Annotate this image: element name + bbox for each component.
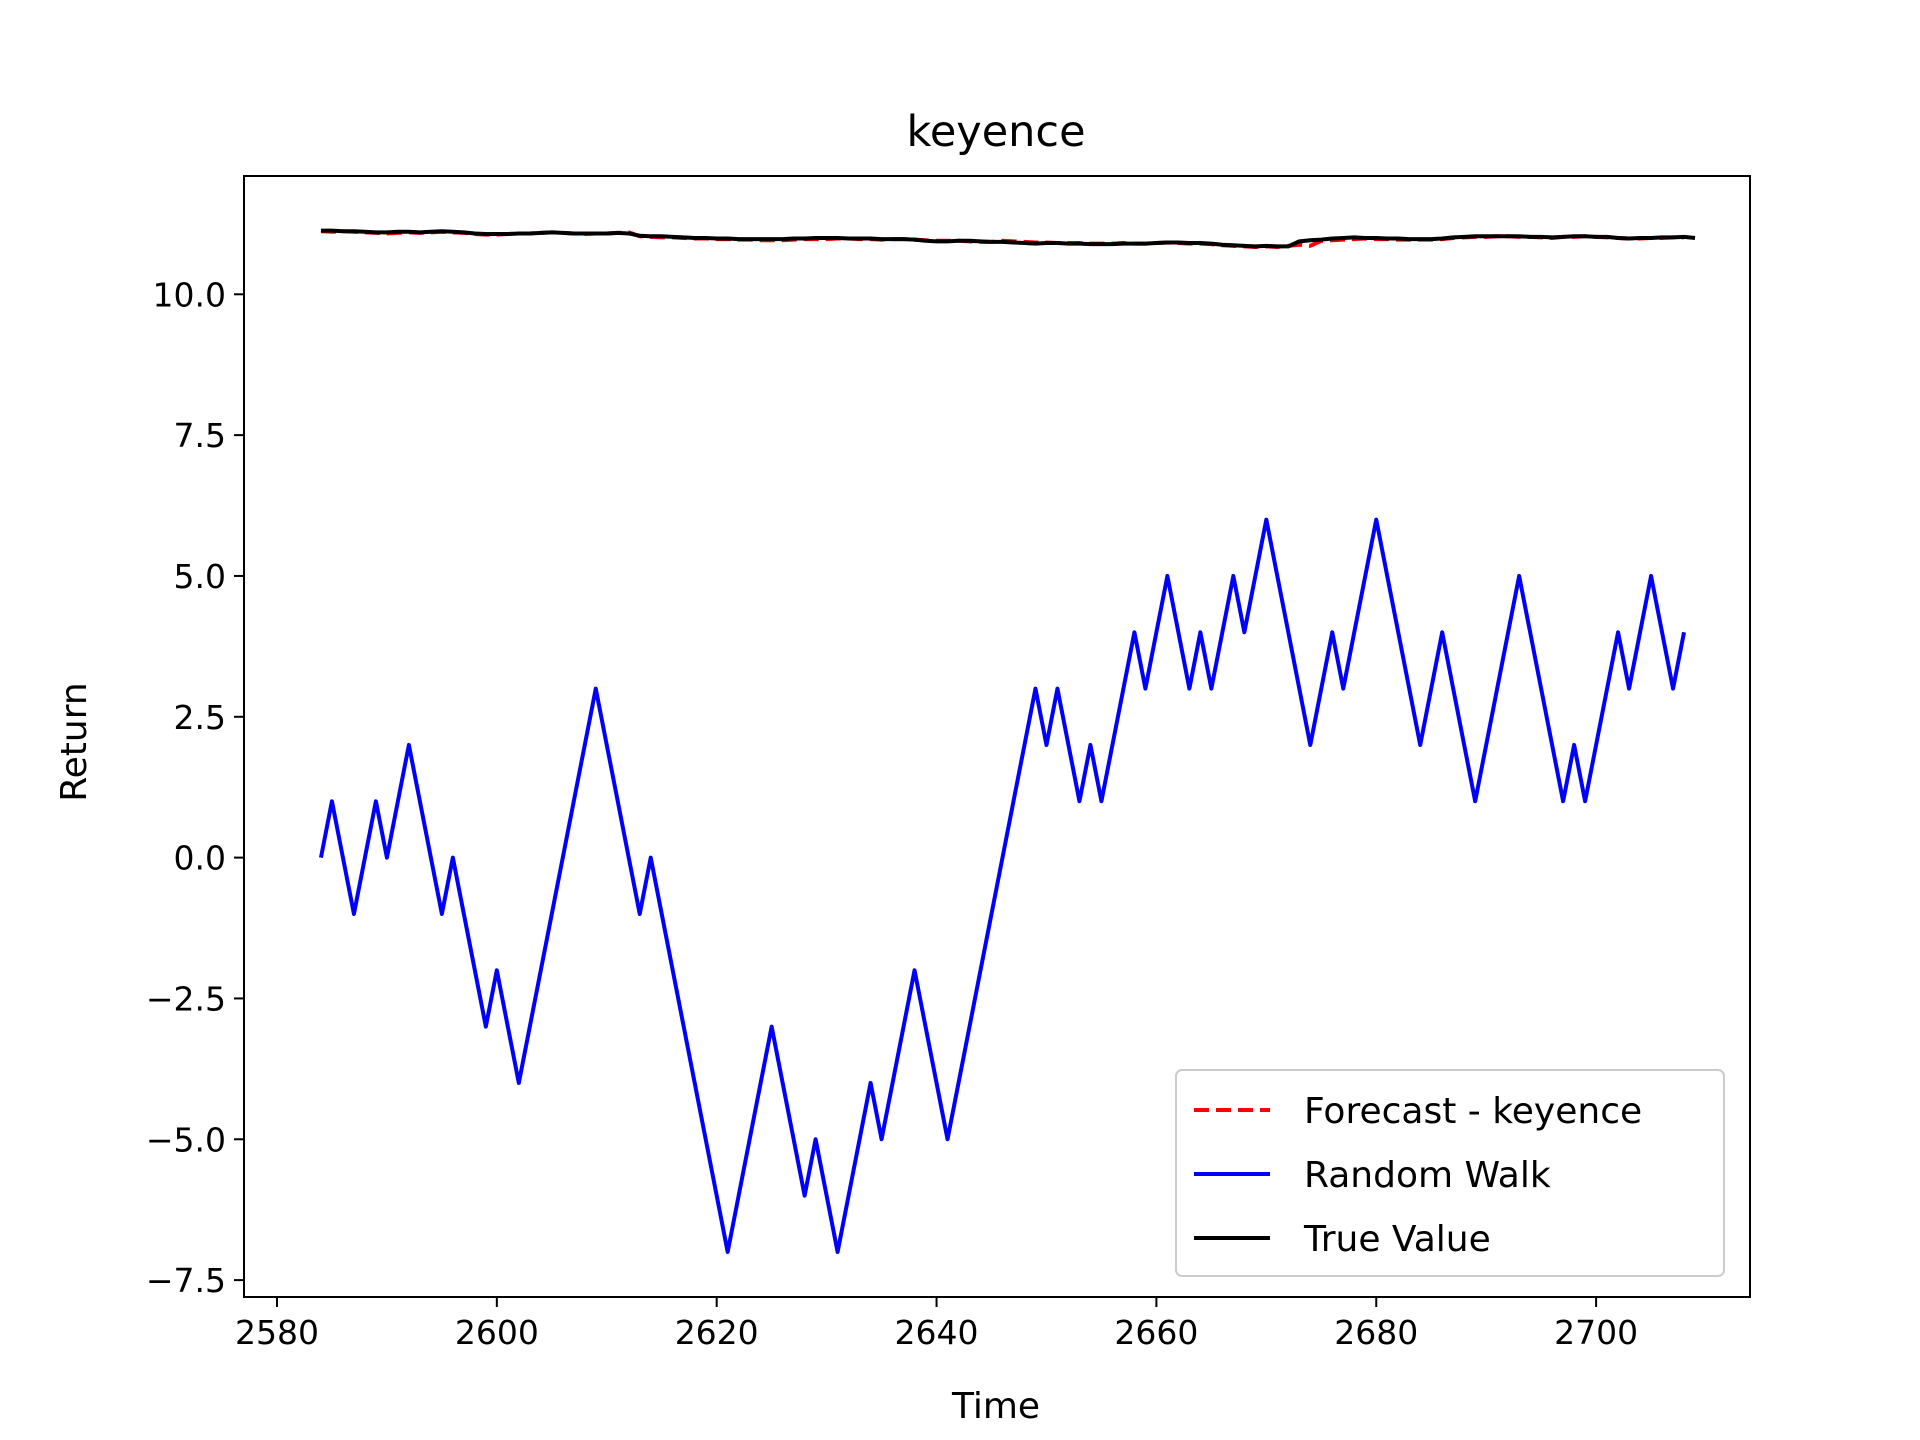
x-tick-label: 2640 (895, 1313, 979, 1352)
x-tick-label: 2600 (455, 1313, 539, 1352)
x-axis: 2580 2600 2620 2640 2660 2680 2700 (235, 1297, 1638, 1352)
legend-label: True Value (1303, 1219, 1491, 1260)
y-tick-label: 10.0 (153, 275, 226, 314)
y-tick-label: −2.5 (146, 979, 226, 1018)
x-tick-label: 2580 (235, 1313, 319, 1352)
series-line-random-walk (318, 517, 1687, 1254)
x-tick-label: 2620 (675, 1313, 759, 1352)
y-tick-label: 0.0 (174, 839, 226, 878)
x-axis-label: Time (951, 1386, 1040, 1427)
plot-area (318, 228, 1696, 1254)
y-axis: −7.5 −5.0 −2.5 0.0 2.5 5.0 7.5 10.0 (146, 275, 244, 1300)
y-tick-label: −7.5 (146, 1261, 226, 1300)
y-tick-label: 2.5 (174, 698, 226, 737)
plot-frame (243, 175, 1751, 1298)
y-axis-label: Return (54, 682, 95, 801)
legend: Forecast - keyence Random Walk True Value (1175, 1069, 1725, 1277)
y-tick-label: 5.0 (174, 557, 226, 596)
x-tick-label: 2680 (1334, 1313, 1418, 1352)
x-tick-label: 2660 (1114, 1313, 1198, 1352)
legend-box (1175, 1069, 1725, 1277)
y-tick-label: 7.5 (174, 416, 226, 455)
x-tick-label: 2700 (1554, 1313, 1638, 1352)
y-tick-label: −5.0 (146, 1120, 226, 1159)
chart-title: keyence (906, 107, 1085, 157)
legend-label: Random Walk (1304, 1155, 1551, 1196)
legend-label: Forecast - keyence (1304, 1091, 1642, 1132)
series-line-true-value (320, 228, 1696, 249)
